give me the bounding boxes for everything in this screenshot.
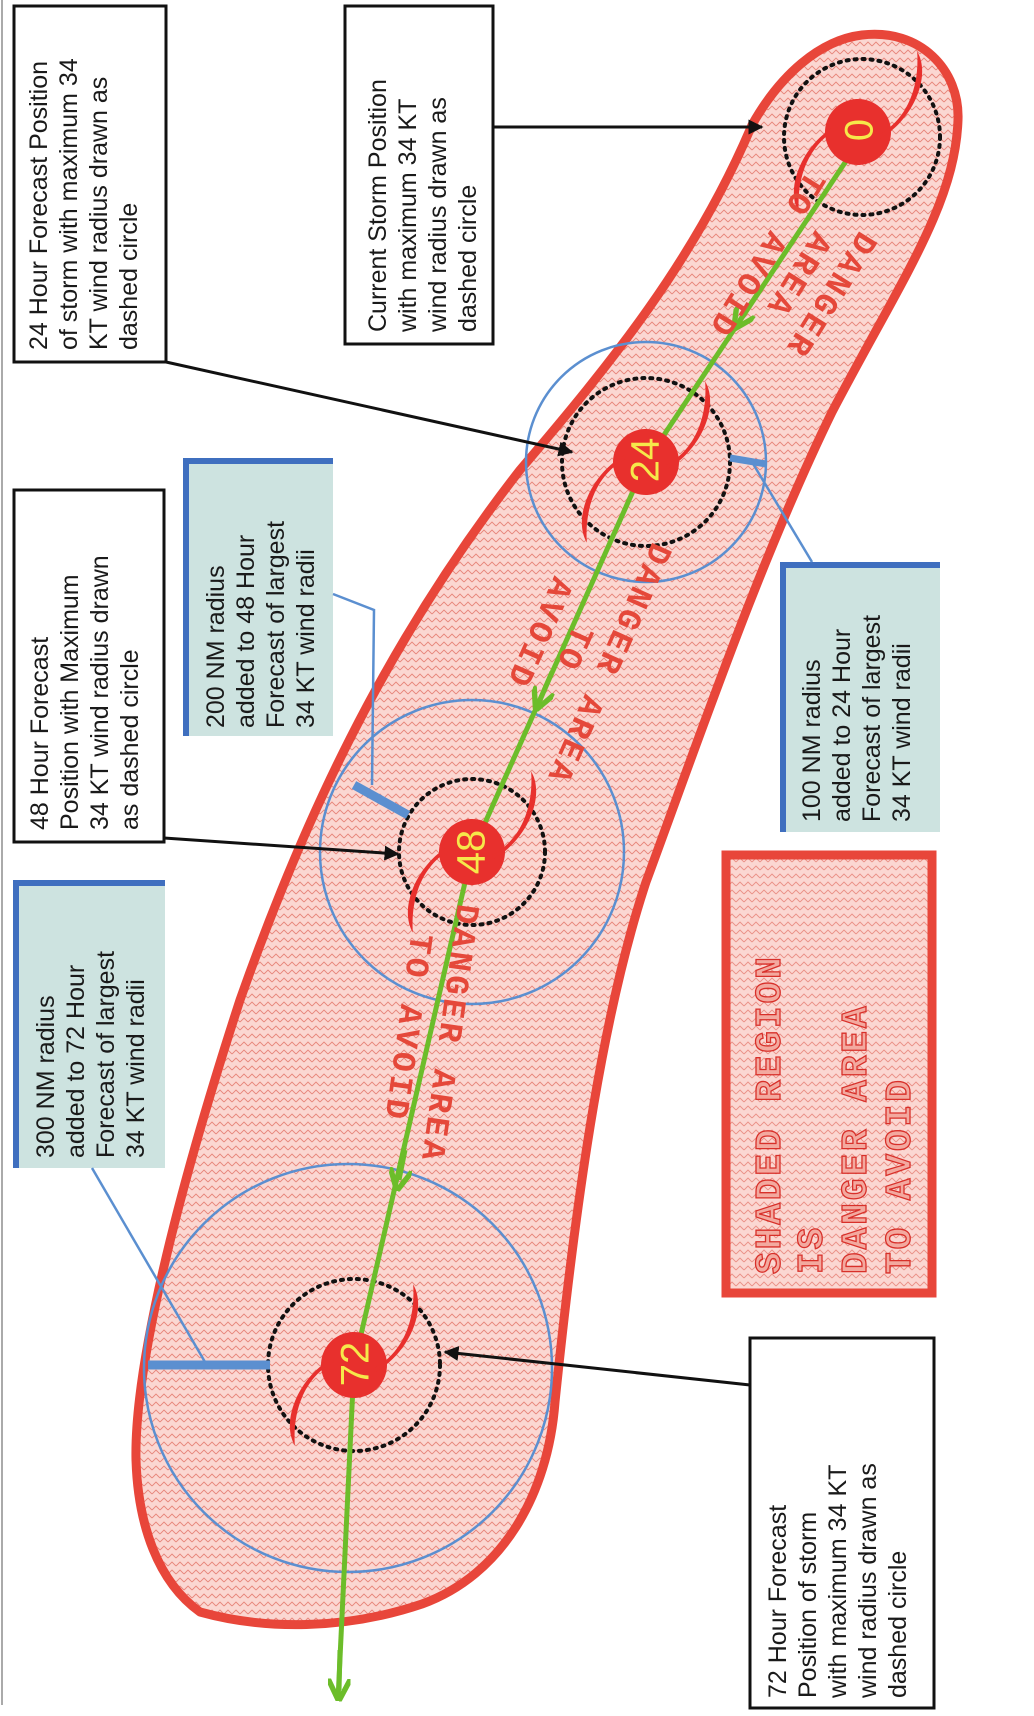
note-200nm-leader [332,592,376,786]
danger-region [131,29,963,1630]
callout-72h-line4: wind radius drawn as [854,1463,882,1699]
storm-number-0h: 0 [838,119,882,141]
pointer-arrow-48h-icon [163,836,400,861]
note-300nm: 300 NM radius added to 72 Hour Forecast … [13,880,165,1168]
wind-radius-circle-0h [782,57,942,217]
note-100nm-line1: 100 NM radius [798,659,826,822]
note-200nm-line4: 34 KT wind radii [292,549,320,728]
callout-current-line4: dashed circle [454,185,482,332]
note-200nm: 200 NM radius added to 48 Hour Forecast … [183,458,333,736]
note-300nm-line3: Forecast of largest [92,951,120,1158]
note-300nm-line2: added to 72 Hour [62,965,90,1158]
storm-number-24h: 24 [624,438,668,483]
callout-24h-position: 24 Hour Forecast Position of storm with … [12,4,168,364]
callout-48h-position: 48 Hour Forecast Position with Maximum 3… [12,488,166,844]
callout-48h-line4: as dashed circle [116,649,144,830]
callout-24h-line4: dashed circle [115,203,143,350]
callout-24h-line1: 24 Hour Forecast Position [25,61,53,350]
note-100nm-line3: Forecast of largest [858,615,886,822]
note-100nm-line2: added to 24 Hour [828,629,856,822]
note-200nm-line3: Forecast of largest [262,521,290,728]
wind-radius-circle-72h [266,1277,442,1453]
legend-line2: IS [792,1225,833,1274]
pointer-arrow-24h-icon [165,360,574,457]
wind-radius-circle-24h [560,376,732,548]
legend-text: SHADED REGION IS DANGER AREA TO AVOID [749,953,921,1274]
callout-72h-position: 72 Hour Forecast Position of storm with … [748,1336,936,1710]
callout-current-position: Current Storm Position with maximum 34 K… [343,4,495,346]
note-300nm-line1: 300 NM radius [32,995,60,1158]
pointer-arrow-72h-icon [443,1345,751,1387]
radius-circle-48h [318,698,626,1006]
note-300nm-text: 300 NM radius added to 72 Hour Forecast … [32,951,150,1158]
callout-current-line2: with maximum 34 KT [394,99,422,333]
radius-circle-72h [142,1162,554,1574]
note-100nm-text: 100 NM radius added to 24 Hour Forecast … [798,615,916,822]
callout-24h-text: 24 Hour Forecast Position of storm with … [25,58,143,350]
callout-current-line1: Current Storm Position [364,79,392,332]
note-100nm-leader [750,461,814,563]
legend-box: SHADED REGION IS DANGER AREA TO AVOID [721,850,937,1298]
legend-line3: DANGER AREA [836,1003,877,1274]
note-100nm: 100 NM radius added to 24 Hour Forecast … [780,562,940,832]
callout-48h-line3: 34 KT wind radius drawn [86,555,114,830]
note-200nm-text: 200 NM radius added to 48 Hour Forecast … [202,521,320,728]
legend-line1: SHADED REGION [750,954,791,1274]
note-300nm-line4: 34 KT wind radii [122,979,150,1158]
callout-current-line3: wind radius drawn as [424,97,452,333]
callout-48h-line2: Position with Maximum [56,574,84,830]
storm-number-48h: 48 [450,830,494,875]
note-100nm-line4: 34 KT wind radii [888,643,916,822]
callout-72h-line3: with maximum 34 KT [824,1465,852,1699]
note-200nm-line2: added to 48 Hour [232,535,260,728]
callout-72h-line1: 72 Hour Forecast [764,1505,792,1698]
wind-radius-circle-48h [397,777,547,927]
callout-current-text: Current Storm Position with maximum 34 K… [364,79,482,333]
storm-number-72h: 72 [334,1342,378,1387]
callout-72h-text: 72 Hour Forecast Position of storm with … [764,1463,912,1699]
radius-bar-100nm [729,454,767,468]
legend-line4: TO AVOID [880,1077,921,1274]
callout-72h-line2: Position of storm [794,1512,822,1698]
callout-24h-line2: of storm with maximum 34 [55,58,83,350]
callout-48h-text: 48 Hour Forecast Position with Maximum 3… [26,555,144,830]
note-300nm-leader [90,1167,207,1363]
callout-48h-line1: 48 Hour Forecast [26,637,54,830]
callout-72h-line5: dashed circle [884,1551,912,1698]
callout-24h-line3: KT wind radius drawn as [85,77,113,350]
note-200nm-line1: 200 NM radius [202,565,230,728]
storm-track [338,135,865,1700]
radius-bar-200nm [351,781,411,819]
